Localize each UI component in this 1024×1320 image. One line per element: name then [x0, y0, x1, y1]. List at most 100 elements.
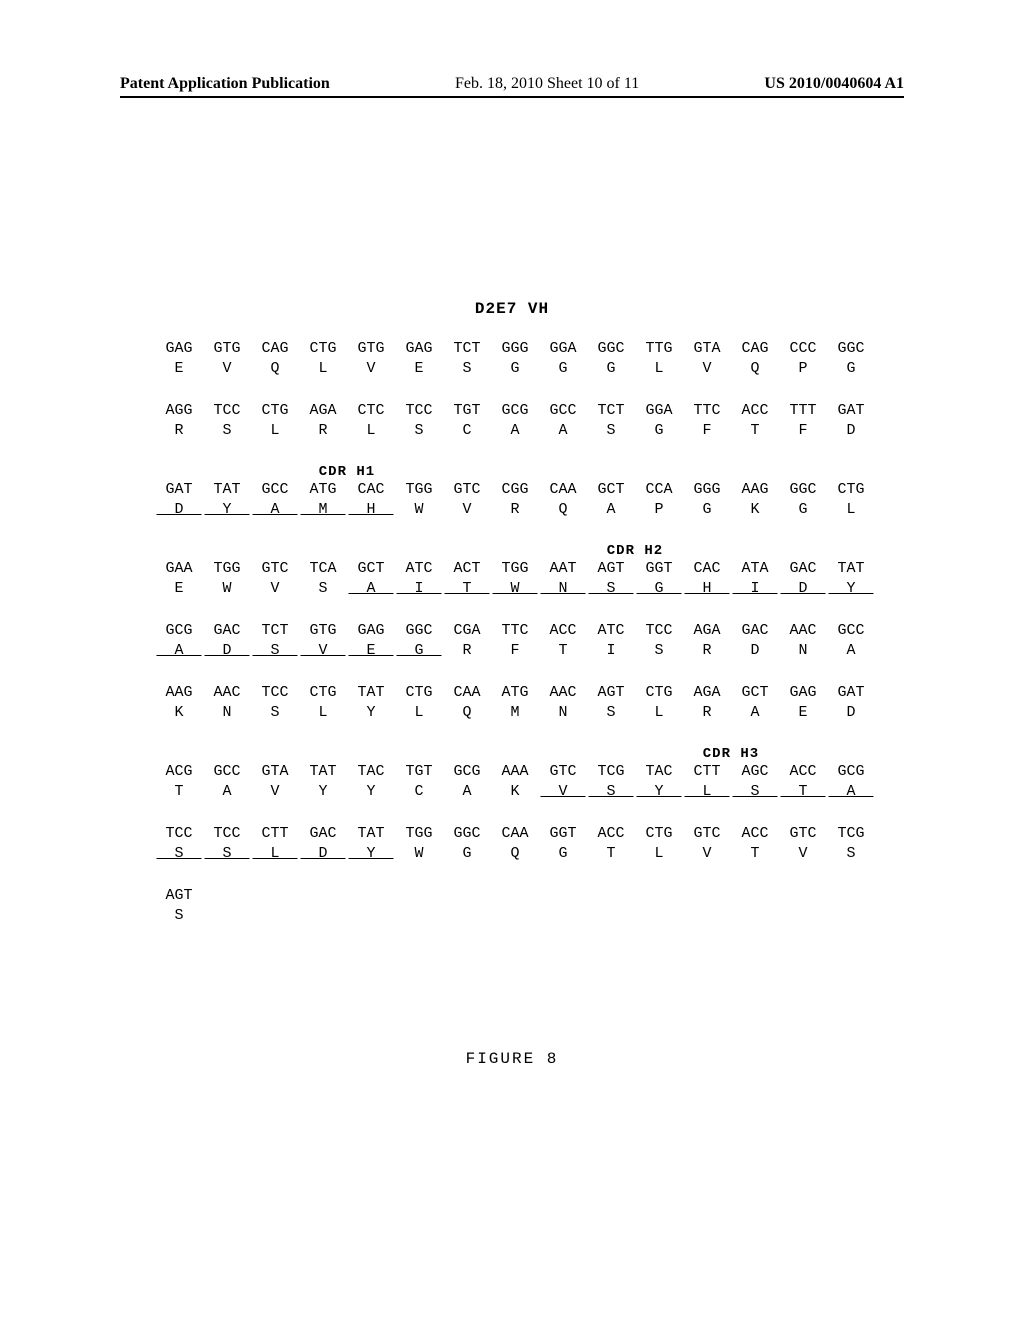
amino-acid-cell: V [251, 580, 299, 600]
amino-acid-cell: C [395, 783, 443, 803]
codon-cell: TGT [395, 763, 443, 783]
codon-cell: GTC [443, 481, 491, 501]
amino-acid-cell: T [443, 580, 491, 600]
amino-acid-cell: S [203, 422, 251, 442]
amino-acid-cell: R [443, 642, 491, 662]
amino-acid-cell: L [299, 360, 347, 380]
cdr-label-h2: CDR H2 [587, 543, 683, 560]
cdr-label-row: CDR H3 [155, 746, 875, 763]
codon-cell: ACC [731, 402, 779, 422]
amino-acid-cell: M [491, 704, 539, 724]
cdr-label-row: CDR H2 [155, 543, 875, 560]
amino-acid-cell: G [827, 360, 875, 380]
amino-acid-cell: S [635, 642, 683, 662]
codon-cell: CTC [347, 402, 395, 422]
codon-cell: CTG [827, 481, 875, 501]
codon-cell: CTG [299, 684, 347, 704]
amino-acid-cell: F [491, 642, 539, 662]
codon-cell: TAT [347, 825, 395, 845]
codon-cell: GTG [203, 340, 251, 360]
amino-acid-cell: A [443, 783, 491, 803]
codon-cell: AGT [587, 684, 635, 704]
amino-acid-cell: T [539, 642, 587, 662]
codon-cell: TCC [203, 402, 251, 422]
codon-cell: TCA [299, 560, 347, 580]
amino-acid-cell: I [587, 642, 635, 662]
amino-acid-cell: P [635, 501, 683, 521]
amino-acid-cell: E [779, 704, 827, 724]
codon-cell: TGG [491, 560, 539, 580]
codon-cell: TCC [203, 825, 251, 845]
codon-cell: GAT [155, 481, 203, 501]
codon-cell: AAC [203, 684, 251, 704]
codon-cell: AAG [155, 684, 203, 704]
amino-acid-cell: A [827, 783, 875, 803]
amino-acid-cell: Y [827, 580, 875, 600]
amino-acid-cell: A [731, 704, 779, 724]
header-left: Patent Application Publication [120, 75, 330, 93]
amino-acid-cell: K [731, 501, 779, 521]
amino-acid-cell: W [395, 845, 443, 865]
codon-cell: TCT [443, 340, 491, 360]
amino-acid-cell: D [827, 422, 875, 442]
amino-acid-row: EWVS A I T W N S G H I D Y [155, 580, 875, 600]
codon-cell: GCG [155, 622, 203, 642]
codon-cell: GTA [251, 763, 299, 783]
amino-acid-cell: L [395, 704, 443, 724]
amino-acid-cell: K [491, 783, 539, 803]
amino-acid-cell: A [347, 580, 395, 600]
codon-cell: AAC [779, 622, 827, 642]
amino-acid-cell: I [731, 580, 779, 600]
amino-acid-cell: V [251, 783, 299, 803]
amino-acid-cell: G [491, 360, 539, 380]
codon-cell: CTG [251, 402, 299, 422]
codon-cell: GGC [587, 340, 635, 360]
amino-acid-cell: Q [443, 704, 491, 724]
header-center: Feb. 18, 2010 Sheet 10 of 11 [455, 75, 639, 93]
amino-acid-cell: W [491, 580, 539, 600]
codon-cell: ATG [491, 684, 539, 704]
codon-cell: CAA [491, 825, 539, 845]
amino-acid-cell: N [539, 704, 587, 724]
codon-row: ACGGCCGTATATTACTGTGCGAAAGTCTCGTACCTTAGCA… [155, 763, 875, 783]
codon-cell: GGA [539, 340, 587, 360]
amino-acid-cell: G [779, 501, 827, 521]
amino-acid-cell: M [299, 501, 347, 521]
codon-cell: TAT [203, 481, 251, 501]
amino-acid-cell: G [683, 501, 731, 521]
codon-cell: CGG [491, 481, 539, 501]
amino-acid-cell: G [587, 360, 635, 380]
sequence-table: GAGGTGCAGCTGGTGGAGTCTGGGGGAGGCTTGGTACAGC… [155, 340, 875, 927]
codon-cell: TTT [779, 402, 827, 422]
amino-acid-cell: S [731, 783, 779, 803]
codon-cell: TCC [635, 622, 683, 642]
codon-cell: AAG [731, 481, 779, 501]
amino-acid-cell: Y [347, 704, 395, 724]
amino-acid-row: RSLRLSCAASGFTFD [155, 422, 875, 442]
amino-acid-cell: F [683, 422, 731, 442]
amino-acid-cell: Y [203, 501, 251, 521]
codon-cell: AGA [683, 684, 731, 704]
amino-acid-cell: E [347, 642, 395, 662]
amino-acid-cell: E [155, 580, 203, 600]
amino-acid-cell: S [251, 704, 299, 724]
amino-acid-cell: G [539, 360, 587, 380]
amino-acid-cell: R [683, 704, 731, 724]
codon-cell: GCT [347, 560, 395, 580]
codon-cell: TGT [443, 402, 491, 422]
amino-acid-cell: D [731, 642, 779, 662]
amino-acid-row: KNSLYLQMNSLRAED [155, 704, 875, 724]
codon-cell: GCC [251, 481, 299, 501]
codon-cell: CTT [683, 763, 731, 783]
header-right: US 2010/0040604 A1 [764, 75, 904, 93]
codon-cell: TAT [827, 560, 875, 580]
codon-cell: CTG [635, 825, 683, 845]
codon-cell: ATC [587, 622, 635, 642]
sequence-title: D2E7 VH [0, 300, 1024, 318]
codon-cell: TTC [683, 402, 731, 422]
codon-cell: AGA [299, 402, 347, 422]
amino-acid-cell: A [251, 501, 299, 521]
codon-row: GCGGACTCTGTGGAGGGCCGATTCACCATCTCCAGAGACA… [155, 622, 875, 642]
codon-cell: GTC [779, 825, 827, 845]
codon-cell: TTC [491, 622, 539, 642]
